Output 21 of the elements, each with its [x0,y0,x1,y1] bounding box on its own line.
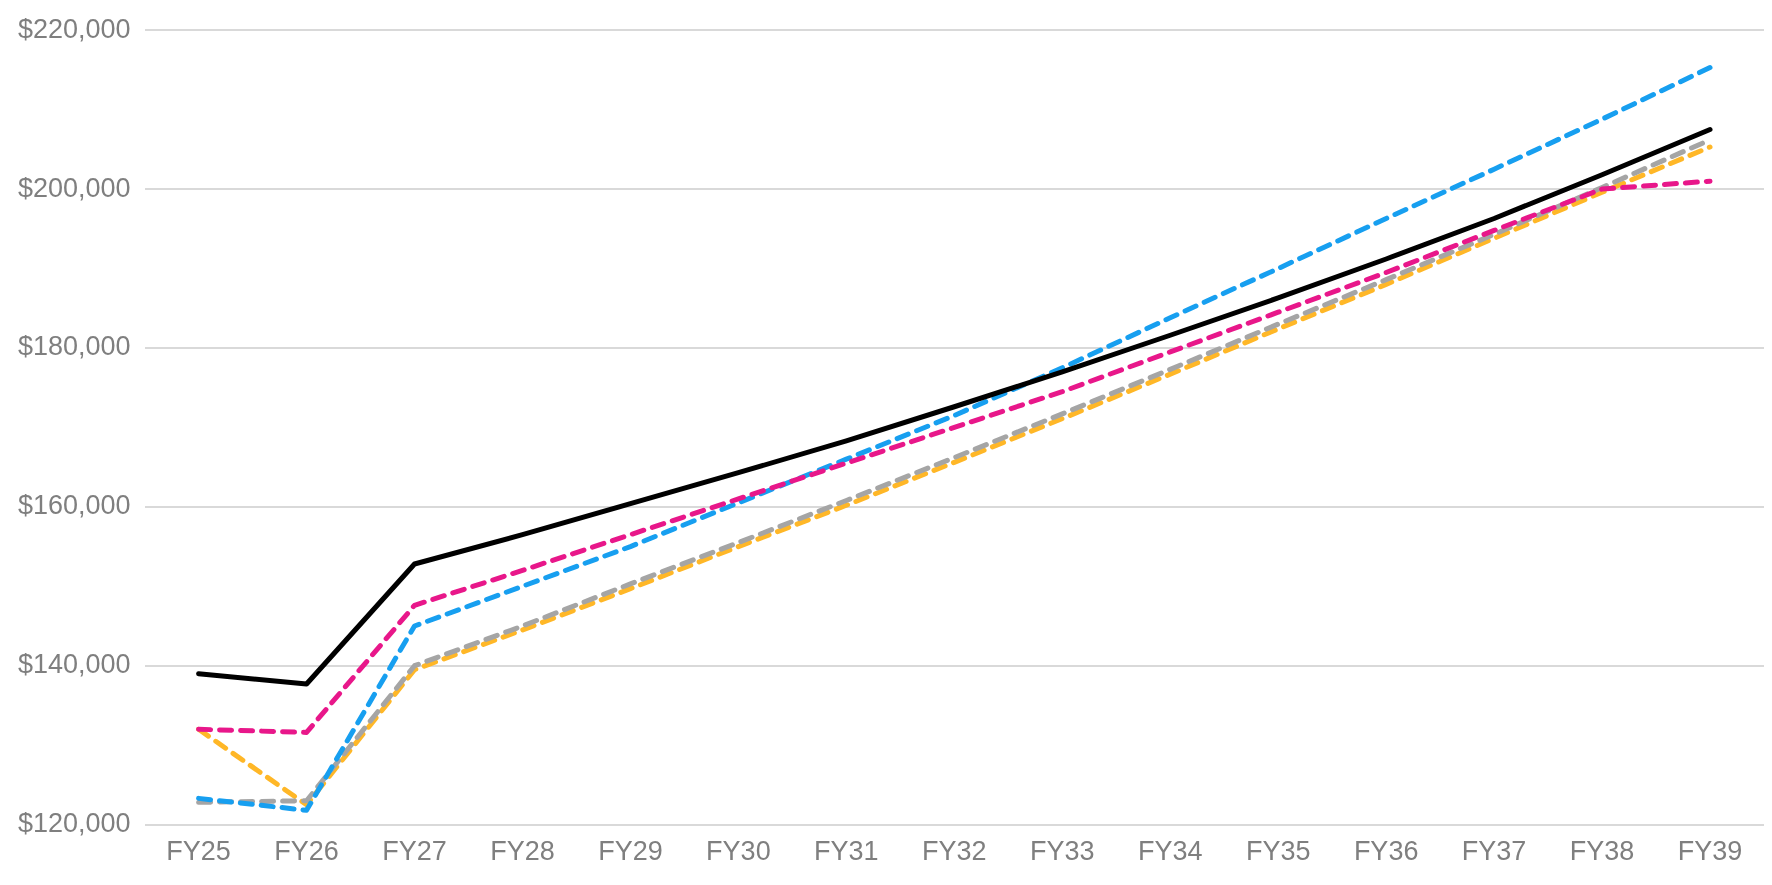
x-tick-label: FY30 [706,836,771,867]
x-tick-label: FY26 [274,836,339,867]
y-tick-label: $120,000 [17,808,131,839]
x-tick-label: FY33 [1029,836,1095,867]
x-tick-label: FY37 [1461,836,1527,867]
y-tick-label: $160,000 [17,490,131,521]
x-tick-label: FY32 [922,836,987,867]
x-tick-label: FY36 [1353,836,1419,867]
x-tick-label: FY29 [598,836,663,867]
y-tick-label: $140,000 [17,649,131,680]
y-tick-label: $180,000 [17,331,131,362]
x-tick-label: FY28 [490,836,555,867]
x-tick-label: FY39 [1677,836,1743,867]
y-tick-label: $220,000 [17,13,131,44]
x-tick-label: FY25 [166,836,231,867]
x-tick-label: FY27 [382,836,447,867]
x-tick-label: FY31 [814,836,879,867]
x-tick-label: FY34 [1137,836,1203,867]
x-tick-label: FY35 [1245,836,1311,867]
y-tick-label: $200,000 [17,172,131,203]
x-tick-label: FY38 [1569,836,1635,867]
